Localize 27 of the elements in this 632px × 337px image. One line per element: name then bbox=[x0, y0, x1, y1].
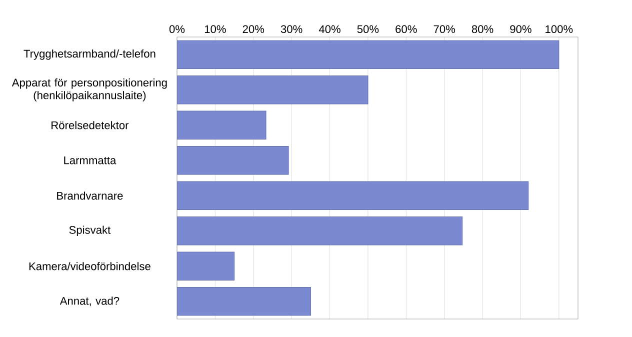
x-tick-label: 90% bbox=[510, 25, 532, 34]
x-tick-label: 30% bbox=[280, 25, 302, 34]
x-tick-label: 40% bbox=[318, 25, 340, 34]
y-tick-label: Brandvarnare bbox=[57, 192, 123, 200]
bar bbox=[177, 40, 560, 69]
y-tick-label: Trygghetsarmband/-telefon bbox=[24, 49, 156, 60]
bar bbox=[177, 252, 235, 280]
y-tick-label: Annat, vad? bbox=[60, 296, 120, 306]
y-tick-label: Kamera/videoförbindelse bbox=[29, 262, 150, 270]
bar bbox=[177, 287, 311, 316]
x-tick-label: 80% bbox=[472, 25, 494, 34]
x-tick-label: 100% bbox=[546, 25, 573, 34]
y-tick-label: Spisvakt bbox=[69, 226, 111, 236]
bar bbox=[177, 76, 368, 104]
x-tick-label: 20% bbox=[242, 25, 264, 34]
y-tick-label: Apparat för personpositionering (henkilöpaikannuslaite) bbox=[12, 78, 167, 102]
y-tick-label: Larmmatta bbox=[64, 156, 116, 164]
x-tick-label: 0% bbox=[169, 25, 185, 34]
y-tick-label: Rörelsedetektor bbox=[52, 121, 129, 130]
x-tick-label: 50% bbox=[357, 25, 379, 34]
bar bbox=[177, 181, 529, 210]
x-tick-label: 60% bbox=[396, 25, 417, 34]
bar bbox=[177, 110, 266, 140]
x-tick-label: 10% bbox=[204, 25, 226, 34]
bar bbox=[177, 146, 289, 175]
bar bbox=[177, 216, 463, 246]
x-tick-label: 70% bbox=[434, 25, 456, 34]
